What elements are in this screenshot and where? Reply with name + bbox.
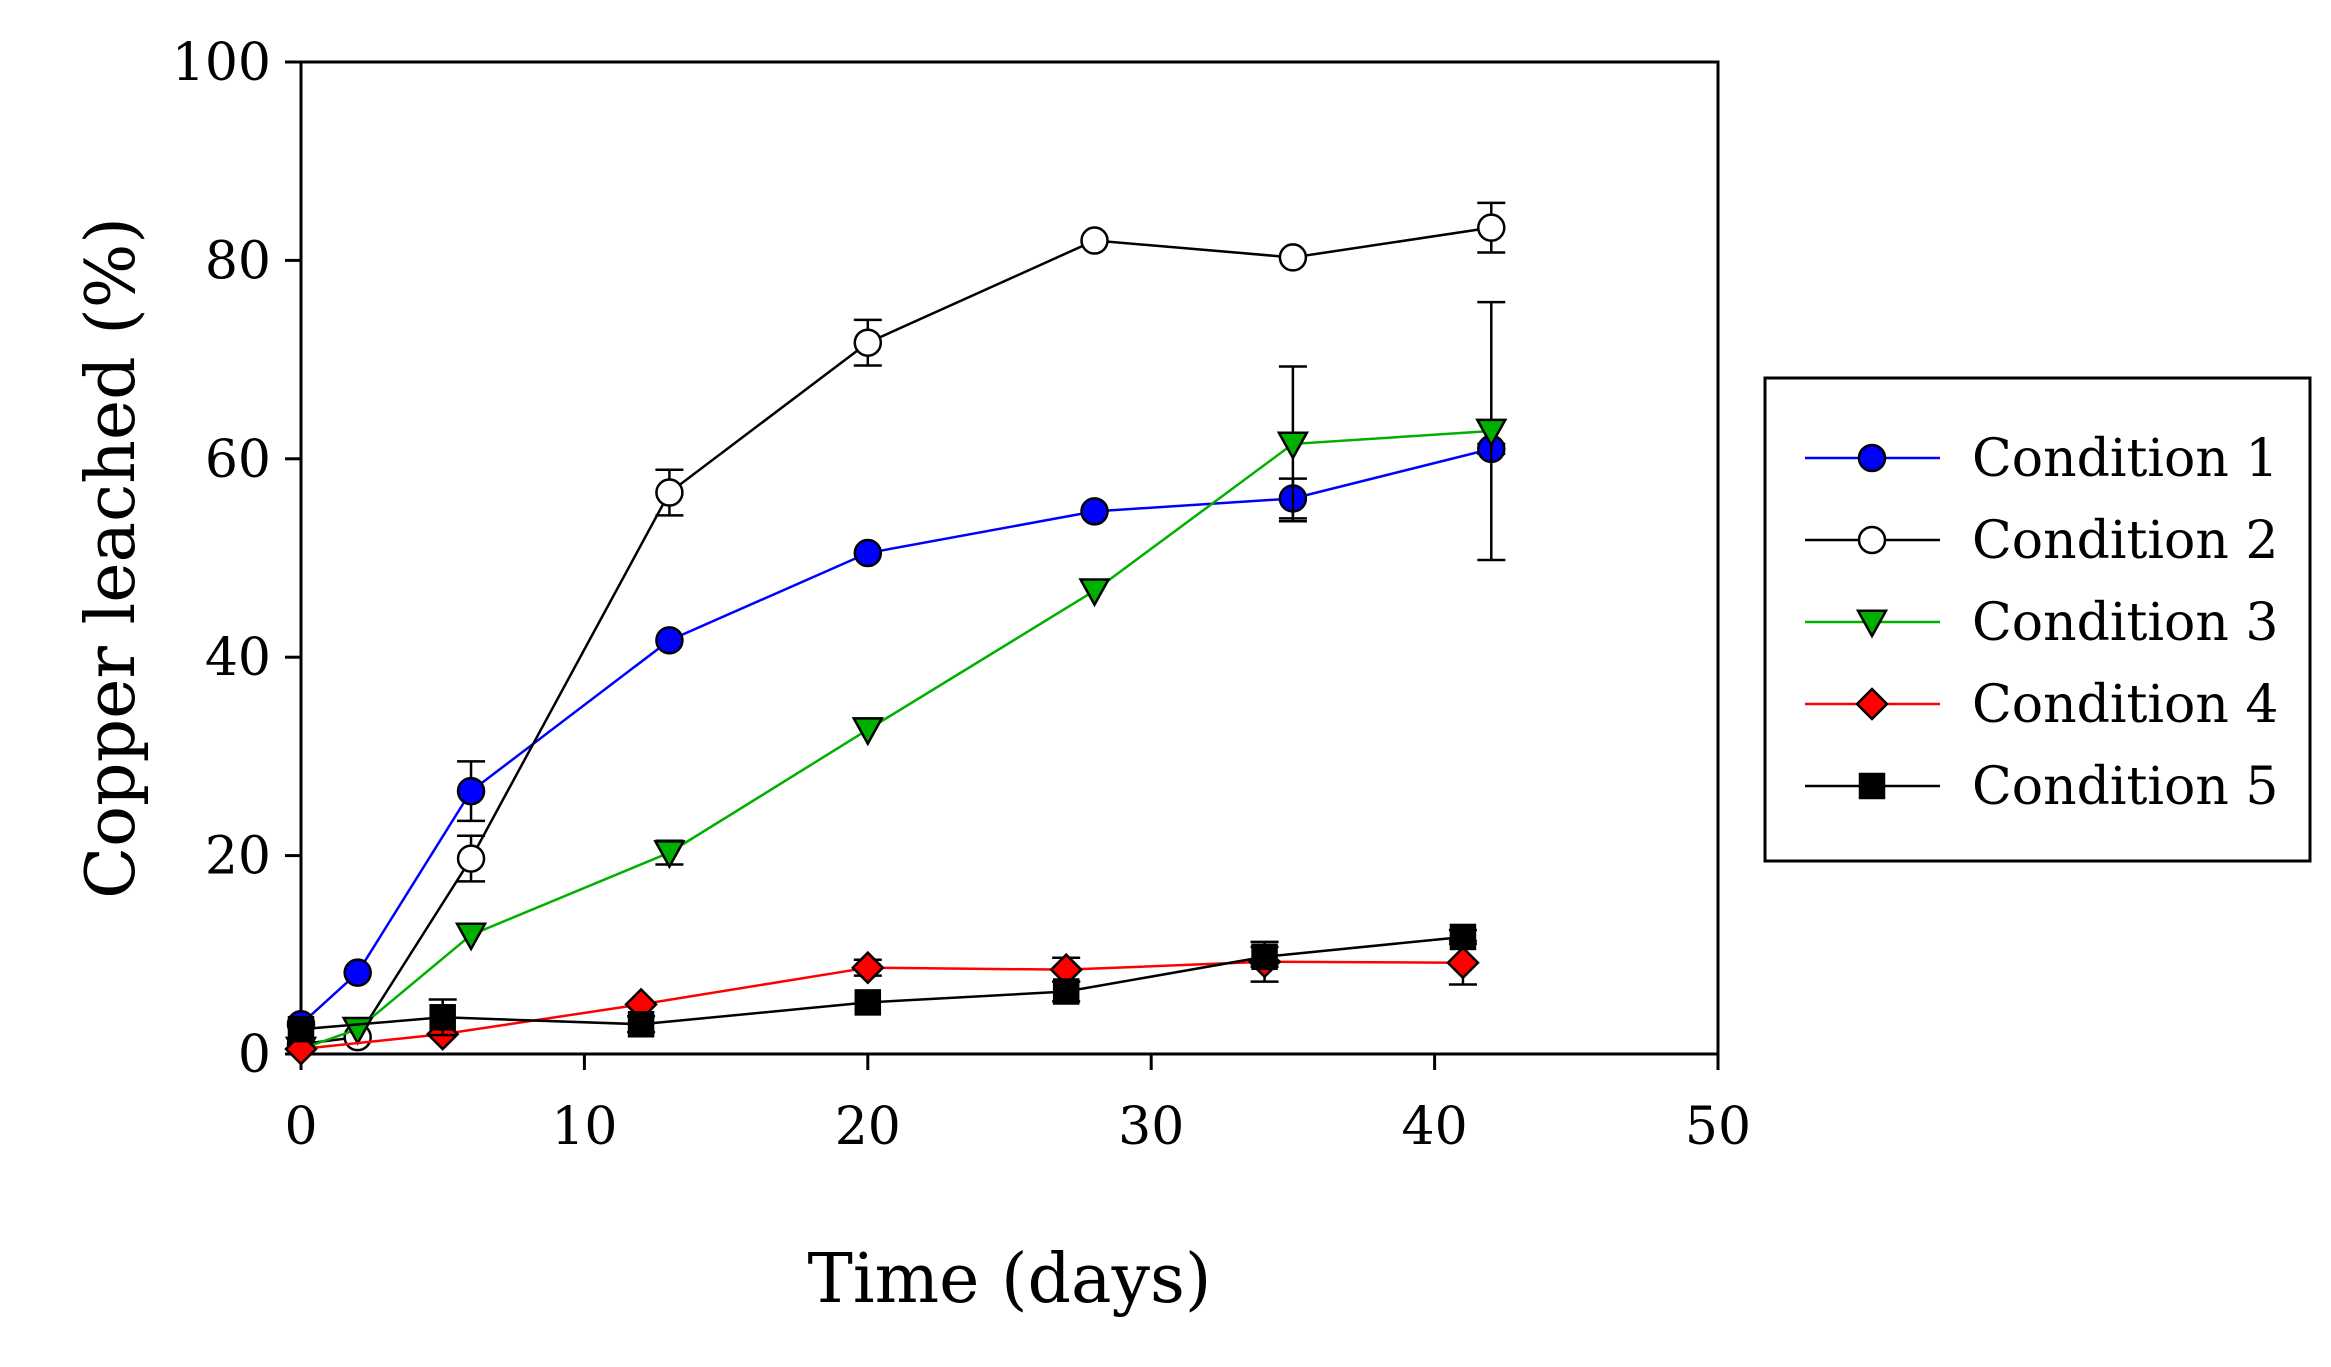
series-condition-5 bbox=[287, 923, 1477, 1043]
axis-ticks: 0 10 20 30 40 50 0 20 40 60 80 100 bbox=[172, 33, 1751, 1157]
y-axis-title: Copper leached (%) bbox=[72, 217, 151, 899]
legend-label: Condition 3 bbox=[1972, 593, 2278, 653]
y-tick-label: 20 bbox=[205, 827, 271, 887]
data-point bbox=[1477, 213, 1506, 242]
x-tick-label: 10 bbox=[551, 1097, 617, 1157]
data-point bbox=[1276, 431, 1310, 461]
data-point bbox=[627, 1010, 655, 1038]
series-line bbox=[300, 226, 1492, 1046]
y-tick-label: 80 bbox=[205, 231, 271, 291]
series-line bbox=[300, 429, 1492, 1051]
data-point bbox=[1080, 497, 1109, 526]
data-point bbox=[853, 328, 883, 357]
legend-marker bbox=[1857, 443, 1887, 473]
data-point bbox=[456, 844, 486, 873]
legend-label: Condition 5 bbox=[1972, 757, 2278, 817]
data-point bbox=[429, 1004, 456, 1031]
y-tick-label: 0 bbox=[238, 1025, 271, 1085]
data-point bbox=[1078, 578, 1111, 608]
legend-label: Condition 4 bbox=[1972, 675, 2278, 735]
data-point bbox=[653, 840, 686, 870]
plot-area-frame bbox=[299, 60, 1720, 1056]
series-group bbox=[284, 201, 1508, 1066]
x-axis-title: Time (days) bbox=[808, 1240, 1212, 1319]
legend-item: Condition 2 bbox=[1805, 511, 2278, 571]
legend-marker bbox=[1855, 687, 1889, 721]
legend-label: Condition 1 bbox=[1972, 429, 2278, 489]
x-tick-label: 0 bbox=[284, 1097, 317, 1157]
data-point bbox=[456, 776, 486, 806]
legend-item: Condition 1 bbox=[1805, 429, 2278, 489]
data-point bbox=[454, 922, 488, 952]
data-point bbox=[343, 958, 372, 987]
y-tick-label: 100 bbox=[172, 33, 271, 93]
series-line bbox=[300, 935, 1464, 1031]
data-point bbox=[851, 950, 885, 985]
data-point bbox=[1080, 226, 1109, 255]
legend-item: Condition 4 bbox=[1805, 675, 2278, 735]
legend-item: Condition 5 bbox=[1805, 757, 2278, 817]
x-tick-label: 20 bbox=[835, 1097, 901, 1157]
series-line bbox=[300, 447, 1492, 1026]
data-point bbox=[1446, 945, 1480, 980]
data-point bbox=[1449, 923, 1477, 951]
data-point bbox=[1251, 943, 1278, 971]
series-condition-3 bbox=[284, 300, 1508, 1066]
data-point bbox=[1475, 418, 1508, 448]
data-point bbox=[1278, 243, 1308, 272]
data-point bbox=[853, 538, 883, 568]
data-point bbox=[854, 989, 882, 1016]
legend-marker bbox=[1857, 525, 1887, 555]
legend-item: Condition 3 bbox=[1805, 593, 2278, 653]
y-tick-label: 60 bbox=[205, 430, 271, 490]
x-tick-label: 30 bbox=[1118, 1097, 1184, 1157]
legend: Condition 1 Condition 2 Condition 3 Conditi… bbox=[1763, 376, 2312, 863]
legend-marker bbox=[1858, 772, 1886, 800]
x-tick-label: 50 bbox=[1685, 1097, 1751, 1157]
series-line bbox=[300, 960, 1463, 1051]
x-tick-label: 40 bbox=[1402, 1097, 1468, 1157]
y-tick-label: 40 bbox=[205, 628, 271, 688]
legend-label: Condition 2 bbox=[1972, 511, 2278, 571]
data-point bbox=[655, 478, 684, 507]
data-point bbox=[655, 626, 684, 655]
data-point bbox=[287, 1015, 315, 1043]
legend-marker bbox=[1855, 609, 1889, 639]
data-point bbox=[851, 717, 884, 747]
data-point bbox=[1052, 978, 1080, 1005]
